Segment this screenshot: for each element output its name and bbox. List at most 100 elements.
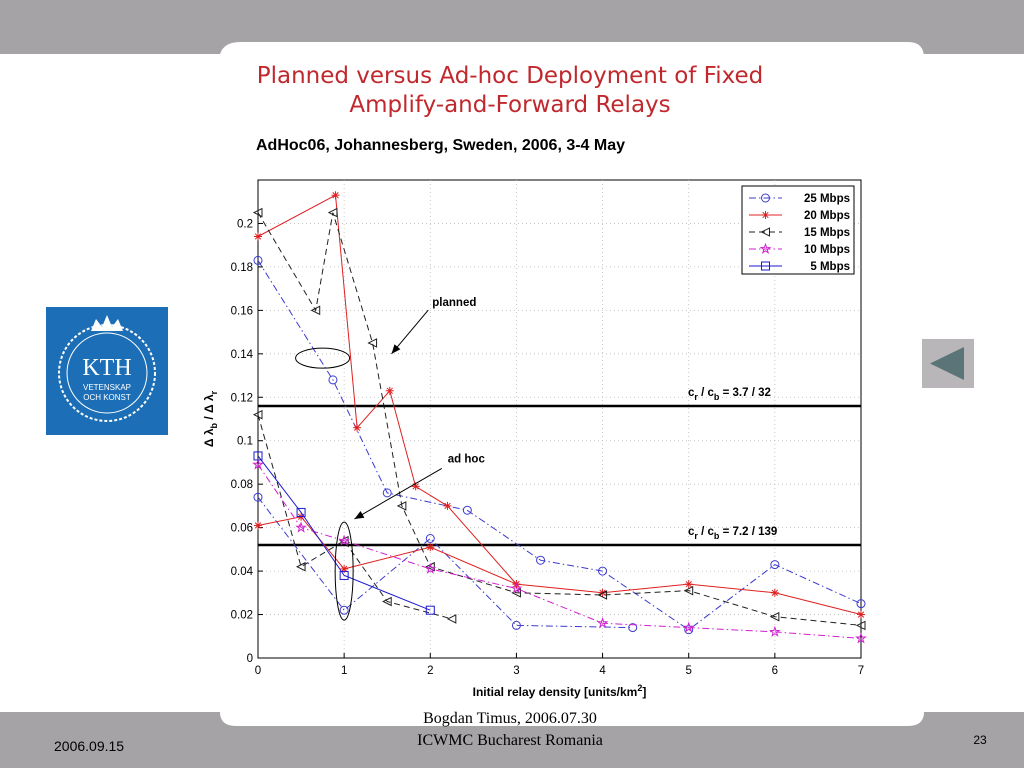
x-tick-label: 0 bbox=[255, 665, 261, 677]
title-line-2: Amplify-and-Forward Relays bbox=[349, 92, 671, 118]
series-line bbox=[257, 464, 862, 639]
y-tick-label: 0.06 bbox=[231, 523, 253, 535]
data-point-triangle bbox=[396, 501, 407, 511]
annotation-label: planned bbox=[432, 297, 476, 309]
data-point-triangle bbox=[367, 338, 378, 348]
data-point-square bbox=[253, 451, 263, 461]
data-point-pentagram bbox=[855, 632, 867, 644]
footer-center: Bogdan Timus, 2006.07.30 ICWMC Bucharest… bbox=[380, 708, 640, 752]
logo-text: KTH bbox=[82, 355, 131, 381]
x-tick-label: 2 bbox=[427, 665, 433, 677]
x-tick-label: 4 bbox=[599, 665, 606, 677]
data-point-triangle bbox=[760, 227, 770, 237]
adhoc-ellipse bbox=[334, 521, 354, 621]
data-point-square bbox=[339, 570, 349, 580]
data-point-star bbox=[684, 580, 693, 589]
y-tick-label: 0.2 bbox=[237, 218, 253, 230]
logo-sub-1: VETENSKAP bbox=[83, 383, 131, 392]
y-tick-label: 0.04 bbox=[231, 566, 254, 578]
data-point-circle bbox=[425, 534, 435, 543]
x-tick-label: 7 bbox=[858, 665, 864, 677]
data-point-pentagram bbox=[510, 582, 523, 594]
data-point-star bbox=[331, 191, 340, 200]
legend-label: 20 Mbps bbox=[804, 210, 850, 222]
data-point-triangle bbox=[683, 585, 694, 596]
y-tick-label: 0.16 bbox=[231, 305, 253, 317]
threshold-label-part: = 3.7 / 32 bbox=[719, 387, 770, 399]
series-line bbox=[257, 260, 862, 631]
data-point-triangle bbox=[252, 207, 263, 218]
data-point-circle bbox=[511, 620, 521, 630]
data-point-circle bbox=[628, 623, 638, 633]
kth-crest-icon: KTH VETENSKAP OCH KONST bbox=[58, 315, 156, 422]
threshold-label: cr / cb = 7.2 / 139 bbox=[688, 526, 777, 541]
data-point-circle bbox=[253, 255, 263, 265]
x-axis-label-sup: 2 bbox=[637, 683, 642, 693]
legend-label: 10 Mbps bbox=[804, 244, 850, 256]
y-axis-label-part: r bbox=[209, 390, 219, 394]
logo-sub-2: OCH KONST bbox=[83, 393, 131, 402]
data-point-circle bbox=[536, 555, 546, 565]
footer-venue: ICWMC Bucharest Romania bbox=[417, 732, 603, 749]
title-line-1: Planned versus Ad-hoc Deployment of Fixe… bbox=[256, 63, 764, 89]
y-tick-label: 0.08 bbox=[231, 479, 253, 491]
data-point-pentagram bbox=[759, 242, 772, 254]
footer-author: Bogdan Timus, 2006.07.30 bbox=[423, 710, 597, 727]
planned-ellipse bbox=[295, 347, 351, 369]
data-point-star bbox=[340, 564, 349, 573]
chart-subtitle: AdHoc06, Johannesberg, Sweden, 2006, 3-4… bbox=[256, 137, 626, 154]
x-tick-label: 3 bbox=[513, 665, 519, 677]
y-tick-label: 0.1 bbox=[237, 436, 253, 448]
y-tick-label: 0.18 bbox=[231, 262, 253, 274]
annotation-arrow-line bbox=[354, 468, 443, 520]
legend-box bbox=[741, 185, 855, 275]
data-point-star bbox=[385, 386, 394, 395]
x-axis-label-end: ] bbox=[642, 685, 646, 699]
data-point-circle bbox=[462, 505, 472, 515]
y-axis-label-part: / Δ λ bbox=[202, 394, 216, 423]
star-stroke bbox=[444, 502, 451, 510]
data-point-pentagram bbox=[295, 521, 307, 533]
data-point-star bbox=[426, 543, 435, 552]
data-point-square bbox=[296, 507, 306, 517]
data-point-triangle bbox=[446, 614, 457, 624]
legend-label: 5 Mbps bbox=[810, 261, 850, 273]
x-tick-label: 6 bbox=[772, 665, 778, 677]
x-tick-label: 5 bbox=[686, 665, 692, 677]
data-point-pentagram bbox=[769, 625, 781, 637]
threshold-label-part: c bbox=[688, 526, 695, 538]
star-stroke bbox=[427, 544, 434, 551]
data-point-triangle bbox=[382, 596, 392, 607]
data-point-circle bbox=[770, 560, 780, 570]
threshold-label-part: c bbox=[688, 387, 695, 399]
star-stroke bbox=[353, 424, 361, 431]
data-point-star bbox=[770, 588, 779, 597]
data-point-pentagram bbox=[338, 534, 350, 546]
data-point-circle bbox=[328, 375, 338, 385]
threshold-label-part: / c bbox=[698, 387, 715, 399]
page-number: 23 bbox=[973, 733, 987, 747]
data-point-triangle bbox=[310, 305, 321, 316]
series-line bbox=[257, 455, 431, 611]
series-line bbox=[257, 212, 862, 626]
data-point-pentagram bbox=[424, 562, 437, 574]
data-point-circle bbox=[598, 566, 608, 576]
data-point-star bbox=[761, 211, 770, 219]
y-axis-label-part: Δ λ bbox=[202, 428, 216, 447]
legend-label: 15 Mbps bbox=[804, 227, 850, 239]
data-point-circle bbox=[253, 492, 263, 502]
threshold-label-part: r bbox=[694, 392, 698, 402]
data-point-pentagram bbox=[252, 458, 264, 470]
annotation-arrow-head bbox=[391, 344, 401, 354]
back-button[interactable] bbox=[922, 339, 974, 388]
data-point-triangle bbox=[252, 409, 263, 420]
data-point-triangle bbox=[855, 620, 866, 631]
chart-container: 0 1 2 3 4 5 6 7 0 0.02 0.04 0.06 0.08 0.1 0.12 0.14 0.16… bbox=[202, 179, 867, 699]
data-point-triangle bbox=[327, 207, 338, 218]
star-stroke bbox=[254, 522, 262, 529]
data-point-square bbox=[425, 605, 435, 615]
kth-logo: KTH VETENSKAP OCH KONST bbox=[46, 307, 168, 435]
data-point-circle bbox=[856, 599, 866, 609]
threshold-label-part: / c bbox=[698, 526, 715, 538]
x-axis-label: Initial relay density [units/km2] bbox=[473, 683, 647, 699]
